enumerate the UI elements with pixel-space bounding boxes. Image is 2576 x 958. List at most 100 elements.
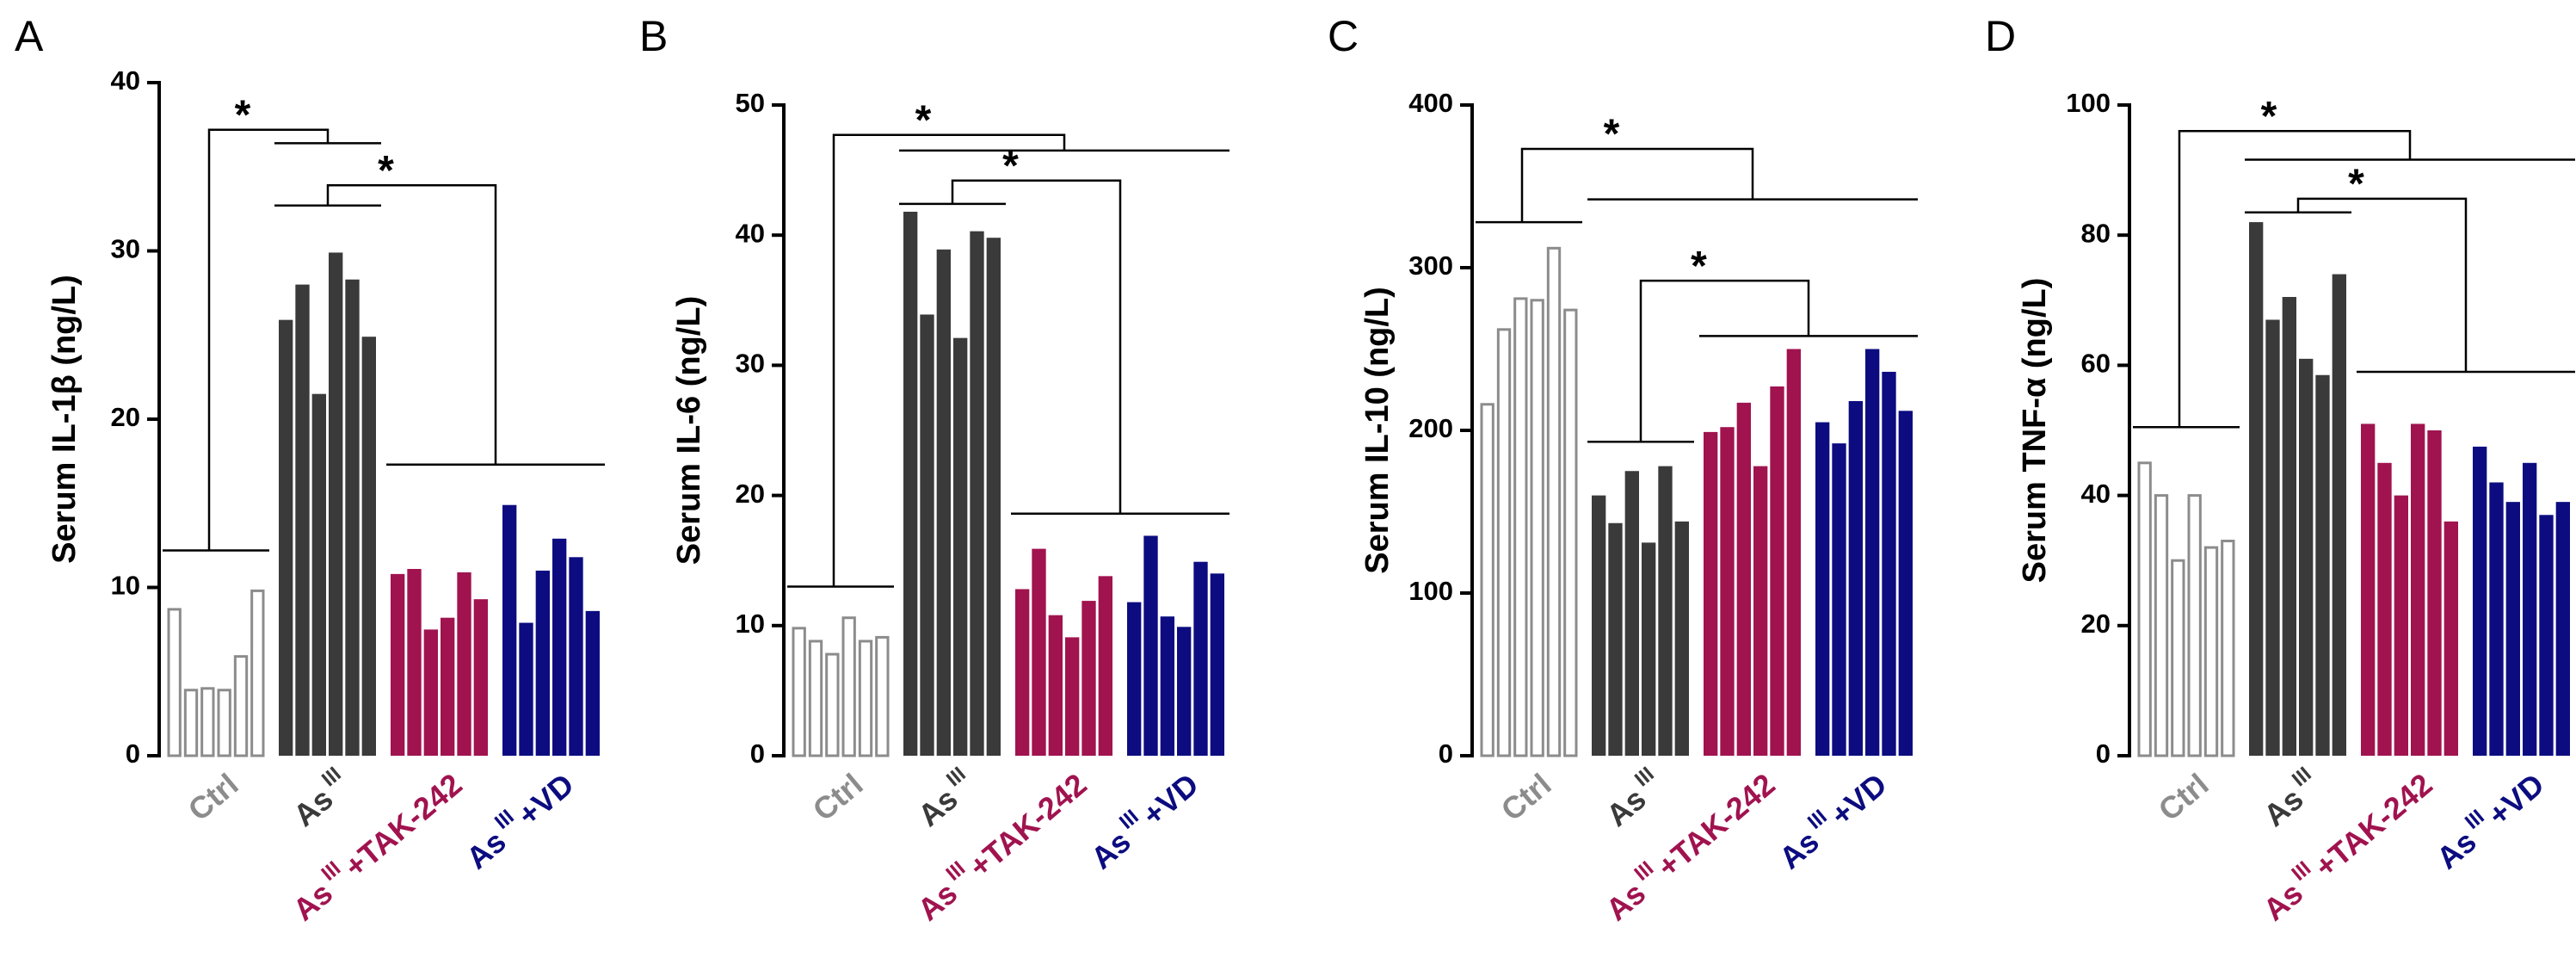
bar (441, 617, 455, 756)
y-tick-label: 40 (736, 218, 765, 248)
bar (1848, 400, 1863, 756)
bar (569, 557, 583, 756)
y-axis-label: Serum IL-1β (ng/L) (46, 275, 83, 564)
bar (2171, 559, 2185, 757)
bar (1753, 466, 1768, 756)
bracket (326, 184, 497, 465)
y-tick-label: 0 (126, 739, 140, 769)
bar (2473, 446, 2487, 756)
category-label: AsIII (2253, 763, 2326, 833)
bar (2332, 274, 2346, 756)
category-suffix: +TAK-242 (2308, 766, 2438, 884)
category-suffix: +TAK-242 (337, 766, 468, 884)
bar (903, 211, 918, 756)
bar (519, 622, 533, 756)
bar (2187, 494, 2202, 757)
bar (361, 337, 376, 756)
category-name: Ctrl (2151, 766, 2215, 827)
panel: A Serum IL-1β (ng/L) 0 10 20 30 40 Ctrl AsIII AsI… (15, 12, 605, 927)
category-label: AsIII (1596, 763, 1669, 833)
bar (2315, 374, 2330, 756)
bar (2489, 482, 2504, 756)
category-suffix: +VD (2480, 766, 2550, 832)
bar (167, 608, 182, 757)
panel-label: A (15, 12, 44, 60)
bar (329, 252, 343, 757)
bar (1608, 522, 1623, 756)
bar (1048, 615, 1063, 756)
bar (1082, 601, 1096, 756)
bar (233, 655, 249, 757)
bar (825, 652, 840, 757)
bar (1658, 466, 1673, 756)
bar (1770, 386, 1784, 756)
bar (1720, 427, 1735, 756)
category-name: Ctrl (1494, 766, 1557, 827)
bar (1642, 542, 1656, 756)
bar (2523, 462, 2537, 756)
category-suffix: +VD (1135, 766, 1205, 832)
bar (1530, 299, 1544, 757)
bar (585, 610, 600, 756)
bar (1592, 495, 1606, 756)
bracket (832, 133, 1066, 587)
bar (1624, 471, 1639, 756)
bar (391, 573, 405, 756)
y-axis-label: Serum TNF-α (ng/L) (2017, 278, 2053, 584)
bar (2221, 540, 2235, 757)
y-tick-label: 300 (1408, 250, 1453, 281)
significance: * (1002, 143, 1019, 189)
y-axis-label: Serum IL-6 (ng/L) (671, 296, 707, 565)
bar (1177, 627, 1192, 756)
y-tick-label: 20 (111, 402, 140, 432)
bar (2299, 358, 2314, 756)
bracket (2296, 197, 2468, 372)
y-tick-label: 100 (2066, 88, 2111, 118)
bar (1674, 521, 1689, 756)
bracket (2178, 129, 2412, 428)
bar (1786, 349, 1801, 756)
category-name: Ctrl (805, 766, 869, 827)
significance: * (915, 97, 932, 143)
bar (1546, 246, 1562, 757)
bar (2377, 462, 2392, 756)
bracket (951, 179, 1122, 514)
category-name: Ctrl (181, 766, 244, 827)
panel-label: B (639, 12, 668, 60)
bar (2427, 430, 2442, 756)
bar (2265, 319, 2280, 756)
bar (1832, 443, 1846, 756)
bar (217, 689, 231, 757)
bar (535, 570, 550, 756)
significance: * (1691, 244, 1707, 289)
category-label: AsIII+VD (2426, 763, 2550, 875)
y-tick-label: 20 (2081, 609, 2111, 639)
bar (858, 640, 873, 757)
panel: D Serum TNF-α (ng/L) 0 20 40 60 80 100 Ctrl AsIII… (1985, 12, 2575, 927)
y-tick-label: 40 (111, 65, 140, 96)
bar (920, 314, 934, 756)
bar (1704, 431, 1718, 756)
y-tick-label: 40 (2081, 479, 2111, 509)
bar (1480, 403, 1494, 757)
category-suffix: +VD (1823, 766, 1893, 832)
bar (473, 599, 488, 756)
bar (792, 627, 806, 757)
significance: * (2348, 162, 2364, 207)
bar (1496, 328, 1512, 757)
bar (1815, 422, 1830, 756)
bar (808, 640, 823, 757)
bar (200, 687, 215, 757)
y-tick-label: 100 (1408, 576, 1453, 606)
y-tick-label: 10 (111, 571, 140, 601)
bar (423, 629, 438, 756)
category-label: AsIII (908, 763, 981, 833)
bar (2249, 222, 2264, 757)
bracket (207, 128, 330, 551)
bar (1015, 589, 1030, 756)
y-tick-label: 0 (1439, 739, 1453, 769)
bar (1127, 602, 1142, 756)
bar (986, 238, 1001, 756)
y-tick-label: 10 (736, 609, 765, 639)
